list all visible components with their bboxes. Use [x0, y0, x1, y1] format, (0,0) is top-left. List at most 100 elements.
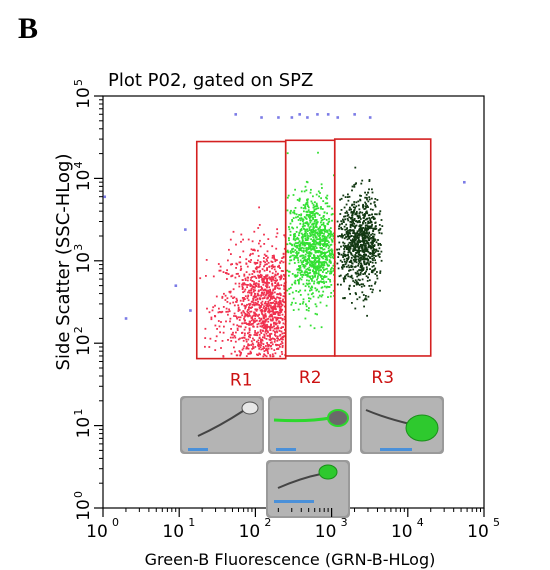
data-point-r1 [268, 311, 271, 314]
data-point-r2 [292, 247, 295, 250]
data-point-r1 [276, 284, 279, 287]
outlier-point [124, 317, 128, 320]
data-point-r1 [258, 304, 261, 306]
data-point-r1 [278, 329, 281, 332]
data-point-r1 [254, 275, 257, 278]
data-point-r3 [346, 227, 348, 229]
data-point-r2 [323, 269, 325, 271]
data-point-r3 [364, 191, 366, 194]
data-point-r1 [253, 334, 256, 336]
data-point-r3 [344, 275, 347, 278]
data-point-r3 [366, 314, 368, 317]
data-point-r1 [279, 276, 282, 279]
data-point-r1 [254, 282, 256, 285]
data-point-r3 [363, 248, 366, 251]
data-point-r3 [360, 244, 363, 246]
data-point-r2 [314, 270, 317, 273]
data-point-r3 [355, 238, 357, 241]
data-point-r1 [257, 331, 259, 334]
data-point-r3 [376, 271, 378, 273]
data-point-r1 [235, 262, 238, 265]
data-point-r2 [296, 226, 298, 229]
data-point-r1 [265, 318, 268, 321]
data-point-r3 [365, 206, 367, 209]
data-point-r2 [300, 278, 303, 281]
data-point-r1 [264, 310, 266, 313]
data-point-r2 [313, 210, 316, 212]
data-point-r2 [306, 283, 309, 286]
data-point-r3 [353, 285, 355, 287]
data-point-r3 [347, 251, 350, 254]
data-point-r1 [273, 349, 276, 351]
data-point-r1 [259, 239, 261, 242]
data-point-r2 [302, 225, 305, 228]
data-point-r2 [326, 267, 328, 270]
data-point-r3 [359, 241, 361, 243]
data-point-r1 [267, 256, 269, 259]
data-point-r2 [319, 269, 322, 272]
data-point-r2 [301, 242, 304, 244]
data-point-r2 [301, 257, 304, 260]
data-point-r2 [322, 271, 324, 273]
data-point-r1 [237, 308, 240, 310]
data-point-r3 [348, 261, 351, 263]
data-point-r1 [238, 316, 240, 319]
data-point-r1 [265, 308, 268, 311]
data-point-r1 [240, 351, 242, 354]
data-point-r1 [280, 351, 283, 353]
data-point-r2 [314, 261, 317, 264]
data-point-r2 [324, 276, 326, 278]
data-point-r3 [349, 251, 352, 254]
data-point-r1 [248, 344, 251, 347]
data-point-r3 [352, 259, 355, 261]
data-point-r1 [276, 348, 278, 350]
data-point-r1 [214, 349, 217, 351]
data-point-r1 [234, 350, 236, 353]
data-point-r2 [312, 292, 314, 295]
data-point-r3 [381, 225, 384, 227]
data-point-r3 [346, 265, 348, 268]
data-point-r2 [312, 229, 315, 232]
data-point-r2 [319, 301, 322, 304]
data-point-r1 [261, 277, 264, 280]
data-point-r1 [269, 270, 271, 273]
data-point-r1 [240, 265, 242, 268]
data-point-r1 [260, 274, 263, 277]
data-point-r3 [351, 277, 354, 280]
data-point-r3 [341, 267, 344, 270]
data-point-r1 [263, 281, 266, 284]
data-point-r2 [329, 260, 332, 263]
data-point-r3 [342, 254, 344, 257]
data-point-r1 [242, 291, 244, 294]
data-point-r3 [375, 227, 378, 230]
data-point-r3 [359, 224, 361, 227]
x-tick-exponent: 3 [341, 516, 348, 529]
data-point-r2 [286, 269, 289, 272]
data-point-r1 [268, 304, 270, 306]
data-point-r3 [354, 183, 357, 186]
data-point-r2 [319, 232, 322, 235]
data-point-r3 [355, 293, 357, 296]
data-point-r2 [312, 276, 314, 279]
data-point-r1 [249, 350, 252, 353]
data-point-r2 [306, 201, 309, 204]
data-point-r2 [301, 270, 303, 273]
data-point-r3 [357, 243, 359, 246]
data-point-r2 [312, 269, 314, 272]
data-point-r3 [363, 244, 366, 247]
data-point-r2 [300, 217, 303, 219]
data-point-r1 [262, 289, 265, 292]
data-point-r1 [283, 234, 286, 237]
data-point-r1 [280, 274, 282, 277]
data-point-r2 [303, 259, 306, 261]
data-point-r1 [253, 311, 255, 314]
data-point-r1 [276, 302, 278, 305]
data-point-r3 [379, 272, 382, 274]
data-point-r3 [349, 293, 351, 295]
data-point-r2 [298, 268, 301, 270]
data-point-r2 [312, 204, 315, 206]
data-point-r1 [249, 261, 252, 263]
data-point-r2 [315, 222, 318, 225]
data-point-r2 [308, 255, 310, 258]
data-point-r1 [264, 263, 267, 266]
